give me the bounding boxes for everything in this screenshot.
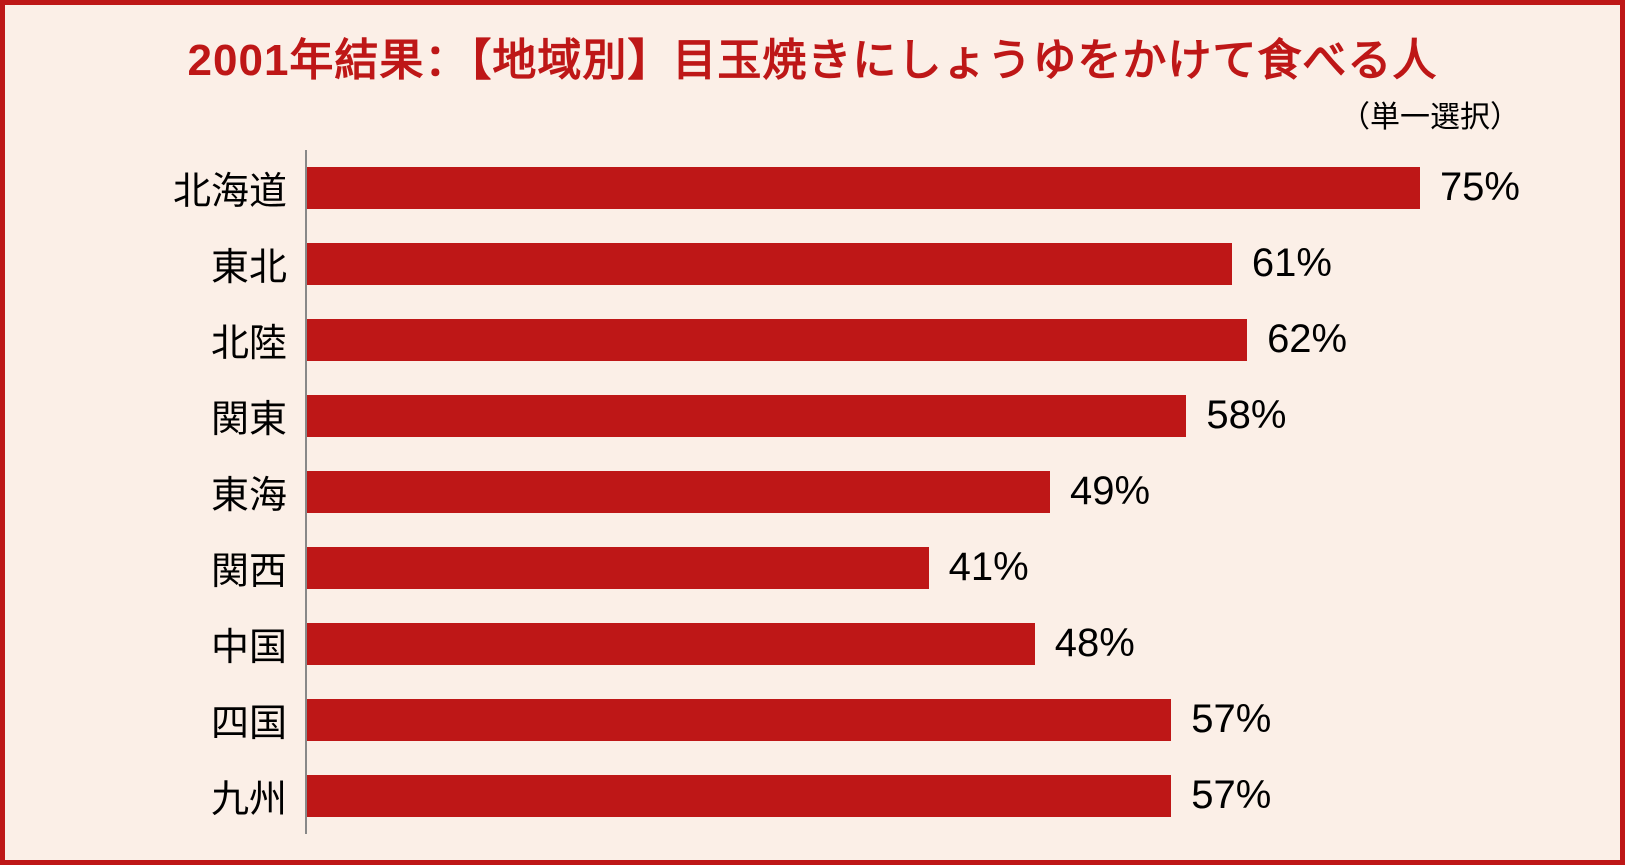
value-label: 61% — [1232, 241, 1332, 286]
plot-area: 61% — [305, 226, 1520, 302]
bar-row: 北海道 75% — [105, 150, 1520, 226]
bar-row: 東北 61% — [105, 226, 1520, 302]
bar — [307, 167, 1420, 209]
plot-area: 49% — [305, 454, 1520, 530]
value-label: 41% — [929, 545, 1029, 590]
plot-area: 62% — [305, 302, 1520, 378]
value-label: 75% — [1420, 165, 1520, 210]
bar-row: 四国 57% — [105, 682, 1520, 758]
chart-title: 2001年結果：【地域別】目玉焼きにしょうゆをかけて食べる人 — [45, 35, 1580, 88]
category-label: 九州 — [105, 768, 305, 823]
bar-row: 北陸 62% — [105, 302, 1520, 378]
bar — [307, 243, 1232, 285]
chart-subtitle: （単一選択） — [45, 92, 1520, 136]
plot-area: 75% — [305, 150, 1520, 226]
category-label: 東海 — [105, 464, 305, 519]
bar — [307, 699, 1171, 741]
category-label: 関東 — [105, 388, 305, 443]
value-label: 58% — [1186, 393, 1286, 438]
plot-area: 41% — [305, 530, 1520, 606]
bar-row: 関西 41% — [105, 530, 1520, 606]
bar — [307, 623, 1035, 665]
category-label: 北陸 — [105, 312, 305, 367]
bar — [307, 395, 1186, 437]
bar — [307, 547, 929, 589]
category-label: 関西 — [105, 540, 305, 595]
bar — [307, 319, 1247, 361]
value-label: 62% — [1247, 317, 1347, 362]
bar-row: 東海 49% — [105, 454, 1520, 530]
bar-chart: 北海道 75% 東北 61% 北陸 62% 関東 58% 東海 49% 関西 41% 中国 48% 四国 57… — [105, 150, 1520, 834]
bar-row: 九州 57% — [105, 758, 1520, 834]
bar — [307, 775, 1171, 817]
category-label: 北海道 — [105, 160, 305, 215]
plot-area: 58% — [305, 378, 1520, 454]
bar-row: 中国 48% — [105, 606, 1520, 682]
value-label: 57% — [1171, 697, 1271, 742]
bar-row: 関東 58% — [105, 378, 1520, 454]
value-label: 57% — [1171, 773, 1271, 818]
plot-area: 57% — [305, 682, 1520, 758]
plot-area: 48% — [305, 606, 1520, 682]
plot-area: 57% — [305, 758, 1520, 834]
value-label: 49% — [1050, 469, 1150, 514]
category-label: 四国 — [105, 692, 305, 747]
value-label: 48% — [1035, 621, 1135, 666]
category-label: 東北 — [105, 236, 305, 291]
bar — [307, 471, 1050, 513]
category-label: 中国 — [105, 616, 305, 671]
